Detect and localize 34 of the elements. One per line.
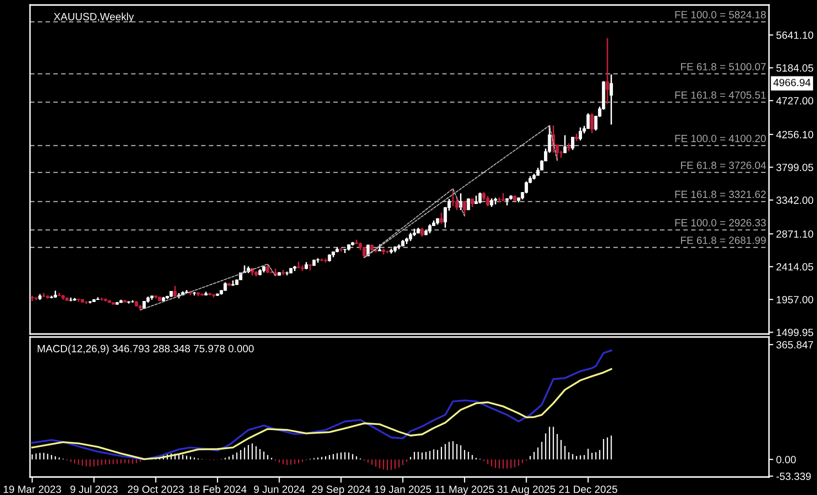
x-tick-label: 21 Dec 2025 bbox=[559, 486, 618, 493]
y-tick-label: 5184.05 bbox=[776, 64, 814, 72]
ref-line-label: FE 61.8 = 2681.99 bbox=[681, 236, 766, 244]
annotation: 4966.94 bbox=[773, 78, 811, 86]
y-tick-label: 2871.10 bbox=[776, 230, 814, 238]
y-tick-label: 4256.10 bbox=[776, 130, 814, 138]
ref-line-label: FE 61.8 = 5100.07 bbox=[681, 63, 766, 70]
x-tick-label: 11 May 2025 bbox=[436, 486, 494, 495]
ref-line-label: FE 100.0 = 2926.33 bbox=[675, 219, 766, 226]
y-tick-label: 4727.00 bbox=[776, 97, 814, 104]
y-tick-label: 3342.00 bbox=[776, 196, 814, 204]
x-tick-label: 19 Jan 2025 bbox=[374, 486, 432, 493]
x-tick-label: 9 Jul 2023 bbox=[70, 485, 118, 493]
y-tick-label: 365.847 bbox=[776, 341, 814, 348]
ref-line-label: FE 100.0 = 4100.20 bbox=[675, 134, 766, 142]
y-tick-label: 3799.05 bbox=[776, 164, 814, 172]
y-tick-label: 2414.05 bbox=[776, 263, 814, 271]
ref-line-label: FE 161.8 = 3321.62 bbox=[675, 190, 766, 198]
ref-line-label: FE 100.0 = 5824.18 bbox=[675, 11, 766, 18]
x-tick-label: 31 Aug 2025 bbox=[497, 486, 556, 495]
y-tick-label: 1499.95 bbox=[776, 328, 814, 336]
x-tick-label: 29 Oct 2023 bbox=[128, 486, 184, 493]
text: MACD(12,26,9) 346.793 288.348 75.978 0.000 bbox=[38, 344, 254, 354]
y-tick-label: 1957.00 bbox=[776, 296, 814, 304]
x-tick-label: 29 Sep 2024 bbox=[312, 486, 370, 495]
y-tick-label: 0.00 bbox=[776, 456, 796, 464]
x-tick-label: 9 Jun 2024 bbox=[254, 486, 305, 493]
ref-line-label: FE 61.8 = 3726.04 bbox=[681, 162, 766, 170]
y-tick-label: 5641.10 bbox=[776, 32, 814, 39]
text: XAUUSD,Weekly bbox=[54, 12, 134, 22]
x-tick-label: 19 Mar 2023 bbox=[4, 486, 61, 493]
ref-line-label: FE 161.8 = 4705.51 bbox=[675, 91, 766, 99]
x-tick-label: 18 Feb 2024 bbox=[189, 485, 246, 493]
y-tick-label: -53.339 bbox=[776, 472, 811, 480]
